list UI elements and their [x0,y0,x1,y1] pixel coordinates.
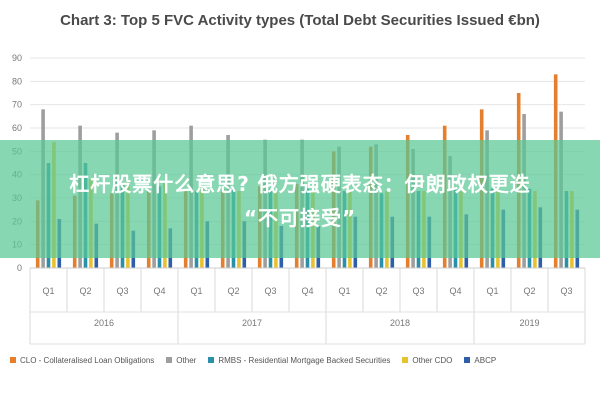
x-tick-label: Q4 [449,286,461,296]
legend-swatch [166,357,173,363]
legend-item: RMBS - Residential Mortgage Backed Secur… [208,356,390,365]
legend-label: CLO - Collateralised Loan Obligations [20,355,155,365]
y-tick-label: 80 [12,76,22,86]
x-tick-label: Q4 [301,286,313,296]
legend-swatch [464,357,471,363]
y-tick-label: 70 [12,100,22,110]
legend-swatch [10,357,16,363]
legend-label: Other [176,355,197,365]
y-tick-label: 60 [12,123,22,133]
legend-swatch [402,357,409,363]
x-tick-label: Q2 [79,286,91,296]
x-tick-label: Q2 [375,286,387,296]
legend-label: Other CDO [412,355,453,365]
x-tick-label: Q1 [42,286,54,296]
legend-item: CLO - Collateralised Loan Obligations [10,356,154,365]
year-label: 2019 [519,318,539,328]
legend-item: ABCP [464,356,496,365]
chart-legend: CLO - Collateralised Loan Obligations Oth… [10,350,600,370]
x-tick-label: Q3 [560,286,572,296]
x-tick-label: Q2 [227,286,239,296]
year-label: 2017 [242,318,262,328]
x-tick-label: Q4 [153,286,165,296]
chart-title: Chart 3: Top 5 FVC Activity types (Total… [60,12,540,29]
legend-swatch [208,357,215,363]
x-tick-label: Q3 [116,286,128,296]
y-tick-label: 90 [12,53,22,63]
legend-label: RMBS - Residential Mortgage Backed Secur… [218,355,391,365]
year-label: 2018 [390,318,410,328]
x-tick-label: Q3 [412,286,424,296]
watermark-banner: 杠杆股票什么意思? 俄方强硬表态：伊朗政权更迭 “不可接受” [0,140,600,258]
x-tick-label: Q2 [523,286,535,296]
legend-item: Other CDO [402,356,452,365]
x-tick-label: Q1 [338,286,350,296]
banner-line-2: “不可接受” [243,206,357,230]
year-label: 2016 [94,318,114,328]
legend-label: ABCP [474,355,497,365]
x-tick-label: Q3 [264,286,276,296]
y-tick-label: 0 [17,263,22,273]
banner-line-1: 杠杆股票什么意思? 俄方强硬表态：伊朗政权更迭 [69,172,531,196]
x-tick-label: Q1 [486,286,498,296]
legend-item: Other [166,356,196,365]
x-tick-label: Q1 [190,286,202,296]
